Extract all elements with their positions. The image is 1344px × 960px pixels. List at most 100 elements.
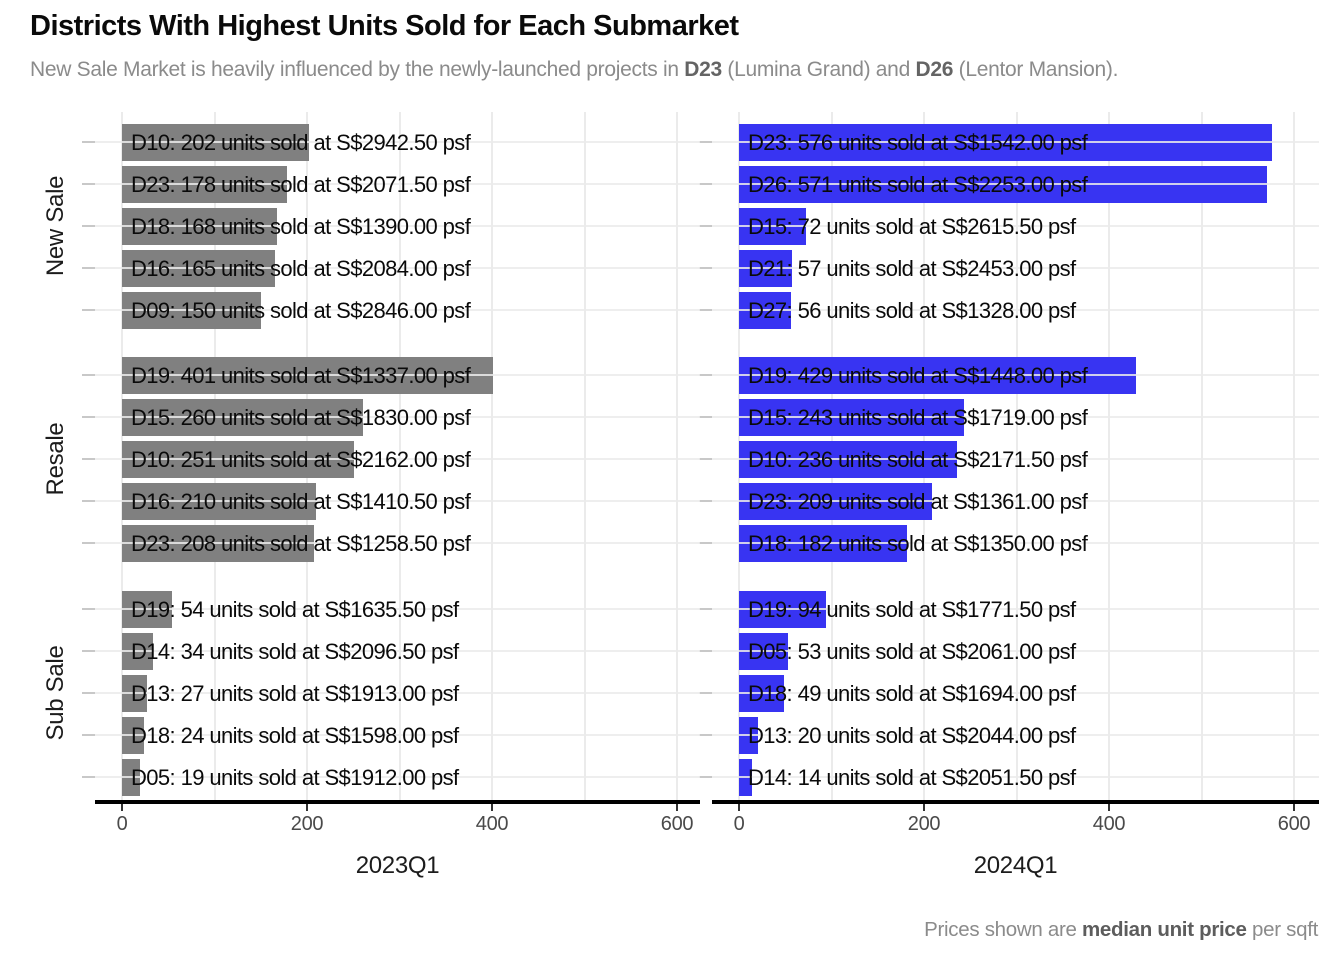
bar-label: D15: 260 units sold at S$1830.00 psf [131,404,471,430]
bar-label: D18: 168 units sold at S$1390.00 psf [131,213,471,239]
bar-label: D18: 49 units sold at S$1694.00 psf [748,680,1076,706]
bar-label: D14: 34 units sold at S$2096.50 psf [131,638,459,664]
page-subtitle: New Sale Market is heavily influenced by… [30,58,1118,82]
bar-label: D15: 243 units sold at S$1719.00 psf [748,404,1088,430]
x-axis-tick [1293,804,1295,811]
gridline-row [712,542,1319,544]
y-axis-tick [82,141,95,143]
facet-label-new-sale: New Sale [42,175,69,277]
y-axis-tick [699,692,712,694]
y-axis-tick [699,374,712,376]
x-axis-line [95,800,700,804]
bar-label: D19: 401 units sold at S$1337.00 psf [131,362,471,388]
bar-label: D10: 202 units sold at S$2942.50 psf [131,129,471,155]
x-tick-label: 200 [907,813,941,835]
bar-label: D21: 57 units sold at S$2453.00 psf [748,255,1076,281]
gridline-row [95,650,700,652]
x-tick-label: 0 [116,813,128,835]
text-segment-bold: median unit price [1081,918,1247,941]
y-axis-tick [699,183,712,185]
y-axis-tick [699,608,712,610]
gridline-row [712,141,1319,143]
y-axis-tick [699,650,712,652]
bar-label: D23: 178 units sold at S$2071.50 psf [131,171,471,197]
x-axis-title-2024q1: 2024Q1 [973,852,1058,879]
y-axis-tick [699,500,712,502]
y-axis-tick [699,734,712,736]
bar-label: D18: 182 units sold at S$1350.00 psf [748,530,1088,556]
gridline-row [712,458,1319,460]
x-tick-label: 600 [1277,813,1311,835]
bar-label: D19: 54 units sold at S$1635.50 psf [131,596,459,622]
gridline-row [712,692,1319,694]
x-axis-title-2023q1: 2023Q1 [355,852,440,879]
x-axis-tick [676,804,678,811]
y-axis-tick [699,141,712,143]
gridline-row [712,416,1319,418]
y-axis-tick [82,734,95,736]
gridline-row [712,650,1319,652]
gridline-row [95,374,700,376]
page-title: Districts With Highest Units Sold for Ea… [30,10,739,42]
bar-label: D05: 53 units sold at S$2061.00 psf [748,638,1076,664]
text-segment: Prices shown are [924,918,1082,941]
gridline-minor-500 [583,112,586,800]
gridline-major-600 [1293,112,1295,800]
gridline-row [95,776,700,778]
facet-label-resale: Resale [42,422,69,496]
gridline-row [95,309,700,311]
bar-label: D23: 209 units sold at S$1361.00 psf [748,488,1088,514]
gridline-row [95,608,700,610]
gridline-minor-300 [398,112,401,800]
gridline-row [95,416,700,418]
gridline-minor-500 [1200,112,1203,800]
y-axis-tick [82,542,95,544]
x-axis-tick [306,804,308,811]
gridline-row [712,500,1319,502]
x-axis-line [712,800,1319,804]
bar-label: D18: 24 units sold at S$1598.00 psf [131,722,459,748]
gridline-row [712,776,1319,778]
bar-label: D16: 165 units sold at S$2084.00 psf [131,255,471,281]
y-axis-tick [699,458,712,460]
caption: Prices shown are median unit price per s… [924,918,1318,942]
y-axis-tick [82,458,95,460]
panel-2024q1: D23: 576 units sold at S$1542.00 psf D26:… [712,112,1319,800]
text-segment-bold: D26 [915,58,954,81]
text-segment-bold: D23 [684,58,722,81]
bar-label: D13: 20 units sold at S$2044.00 psf [748,722,1076,748]
text-segment: (Lentor Mansion). [953,58,1119,81]
y-axis-tick [699,267,712,269]
gridline-row [95,500,700,502]
y-axis-tick [82,309,95,311]
gridline-row [712,225,1319,227]
y-axis-tick [82,692,95,694]
x-tick-label: 600 [660,813,694,835]
gridline-row [95,458,700,460]
bar-label: D19: 429 units sold at S$1448.00 psf [748,362,1088,388]
y-axis-tick [699,225,712,227]
gridline-row [712,374,1319,376]
bar-label: D23: 576 units sold at S$1542.00 psf [748,129,1088,155]
gridline-minor-300 [1015,112,1018,800]
x-axis-tick [738,804,740,811]
gridline-row [712,608,1319,610]
gridline-row [95,225,700,227]
bar-label: D26: 571 units sold at S$2253.00 psf [748,171,1088,197]
y-axis-tick [82,225,95,227]
bar-label: D10: 236 units sold at S$2171.50 psf [748,446,1088,472]
gridline-major-400 [491,112,493,800]
bar-label: D27: 56 units sold at S$1328.00 psf [748,297,1076,323]
x-axis-tick [923,804,925,811]
x-tick-label: 0 [733,813,745,835]
bar-label: D23: 208 units sold at S$1258.50 psf [131,530,471,556]
x-tick-label: 200 [290,813,324,835]
y-axis-tick [82,374,95,376]
bar-label: D09: 150 units sold at S$2846.00 psf [131,297,471,323]
bar-label: D19: 94 units sold at S$1771.50 psf [748,596,1076,622]
gridline-row [712,183,1319,185]
text-segment: per sqft [1246,918,1318,941]
x-axis-tick [491,804,493,811]
y-axis-tick [699,416,712,418]
